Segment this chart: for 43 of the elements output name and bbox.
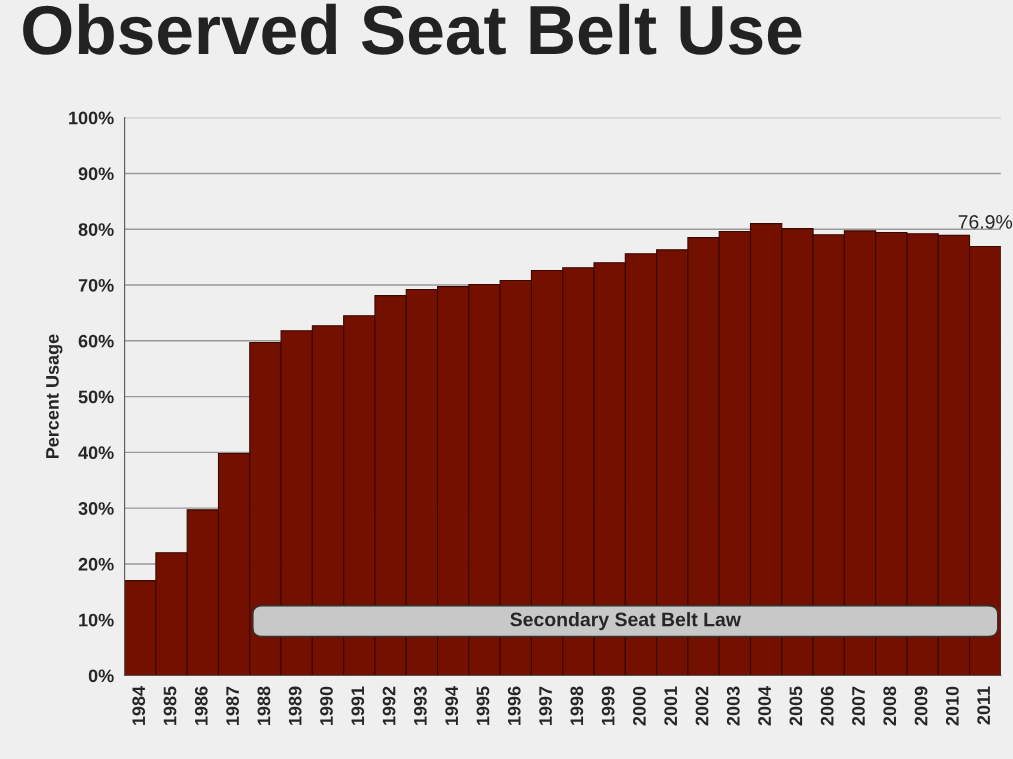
x-tick-label: 2005 [789, 686, 803, 726]
y-tick-label: 90% [78, 167, 114, 181]
data-label: 76.9% [958, 215, 1013, 229]
y-tick-label: 40% [78, 446, 114, 460]
x-tick-label: 1997 [539, 686, 552, 725]
x-tick-label: 1986 [194, 686, 208, 725]
x-tick-label: 1999 [601, 686, 615, 725]
x-tick-label: 1989 [288, 686, 302, 725]
x-tick-label: 2006 [820, 686, 834, 726]
y-tick-label: 10% [79, 613, 114, 627]
y-axis-title: Percent Usage [46, 334, 63, 459]
x-tick-label: 2010 [945, 686, 959, 726]
x-tick-label: 1992 [382, 686, 396, 725]
x-tick-label: 1993 [413, 686, 427, 725]
y-tick-label: 0% [88, 669, 114, 683]
x-tick-label: 1994 [445, 686, 459, 725]
x-tick-label: 1985 [163, 686, 177, 725]
y-tick-label: 60% [78, 334, 114, 348]
x-tick-label: 1984 [132, 686, 146, 725]
band-label: Secondary Seat Belt Law [510, 612, 741, 631]
x-tick-label: 2004 [758, 686, 771, 726]
y-tick-label: 20% [78, 557, 114, 571]
y-tick-label: 70% [78, 278, 114, 292]
x-tick-label: 2001 [664, 686, 678, 726]
y-tick-label: 100% [69, 111, 114, 125]
x-tick-label: 1988 [257, 686, 271, 725]
y-tick-label: 50% [78, 390, 114, 404]
x-tick-label: 1996 [507, 686, 521, 725]
x-tick-label: 1995 [476, 686, 490, 725]
y-tick-label: 30% [78, 502, 114, 515]
x-tick-label: 2002 [695, 686, 709, 726]
x-tick-label: 2009 [914, 686, 928, 726]
x-tick-label: 2000 [633, 686, 646, 726]
x-tick-label: 2007 [852, 686, 865, 726]
x-tick-label: 2008 [883, 686, 897, 726]
y-tick-label: 80% [78, 223, 114, 236]
x-tick-label: 1991 [351, 686, 365, 725]
x-tick-label: 1987 [226, 686, 239, 725]
x-tick-label: 2003 [726, 686, 740, 726]
chart-title: Observed Seat Belt Use [23, 3, 802, 55]
x-tick-label: 1990 [320, 686, 333, 725]
x-tick-label: 2011 [977, 686, 991, 725]
x-tick-label: 1998 [570, 686, 584, 725]
